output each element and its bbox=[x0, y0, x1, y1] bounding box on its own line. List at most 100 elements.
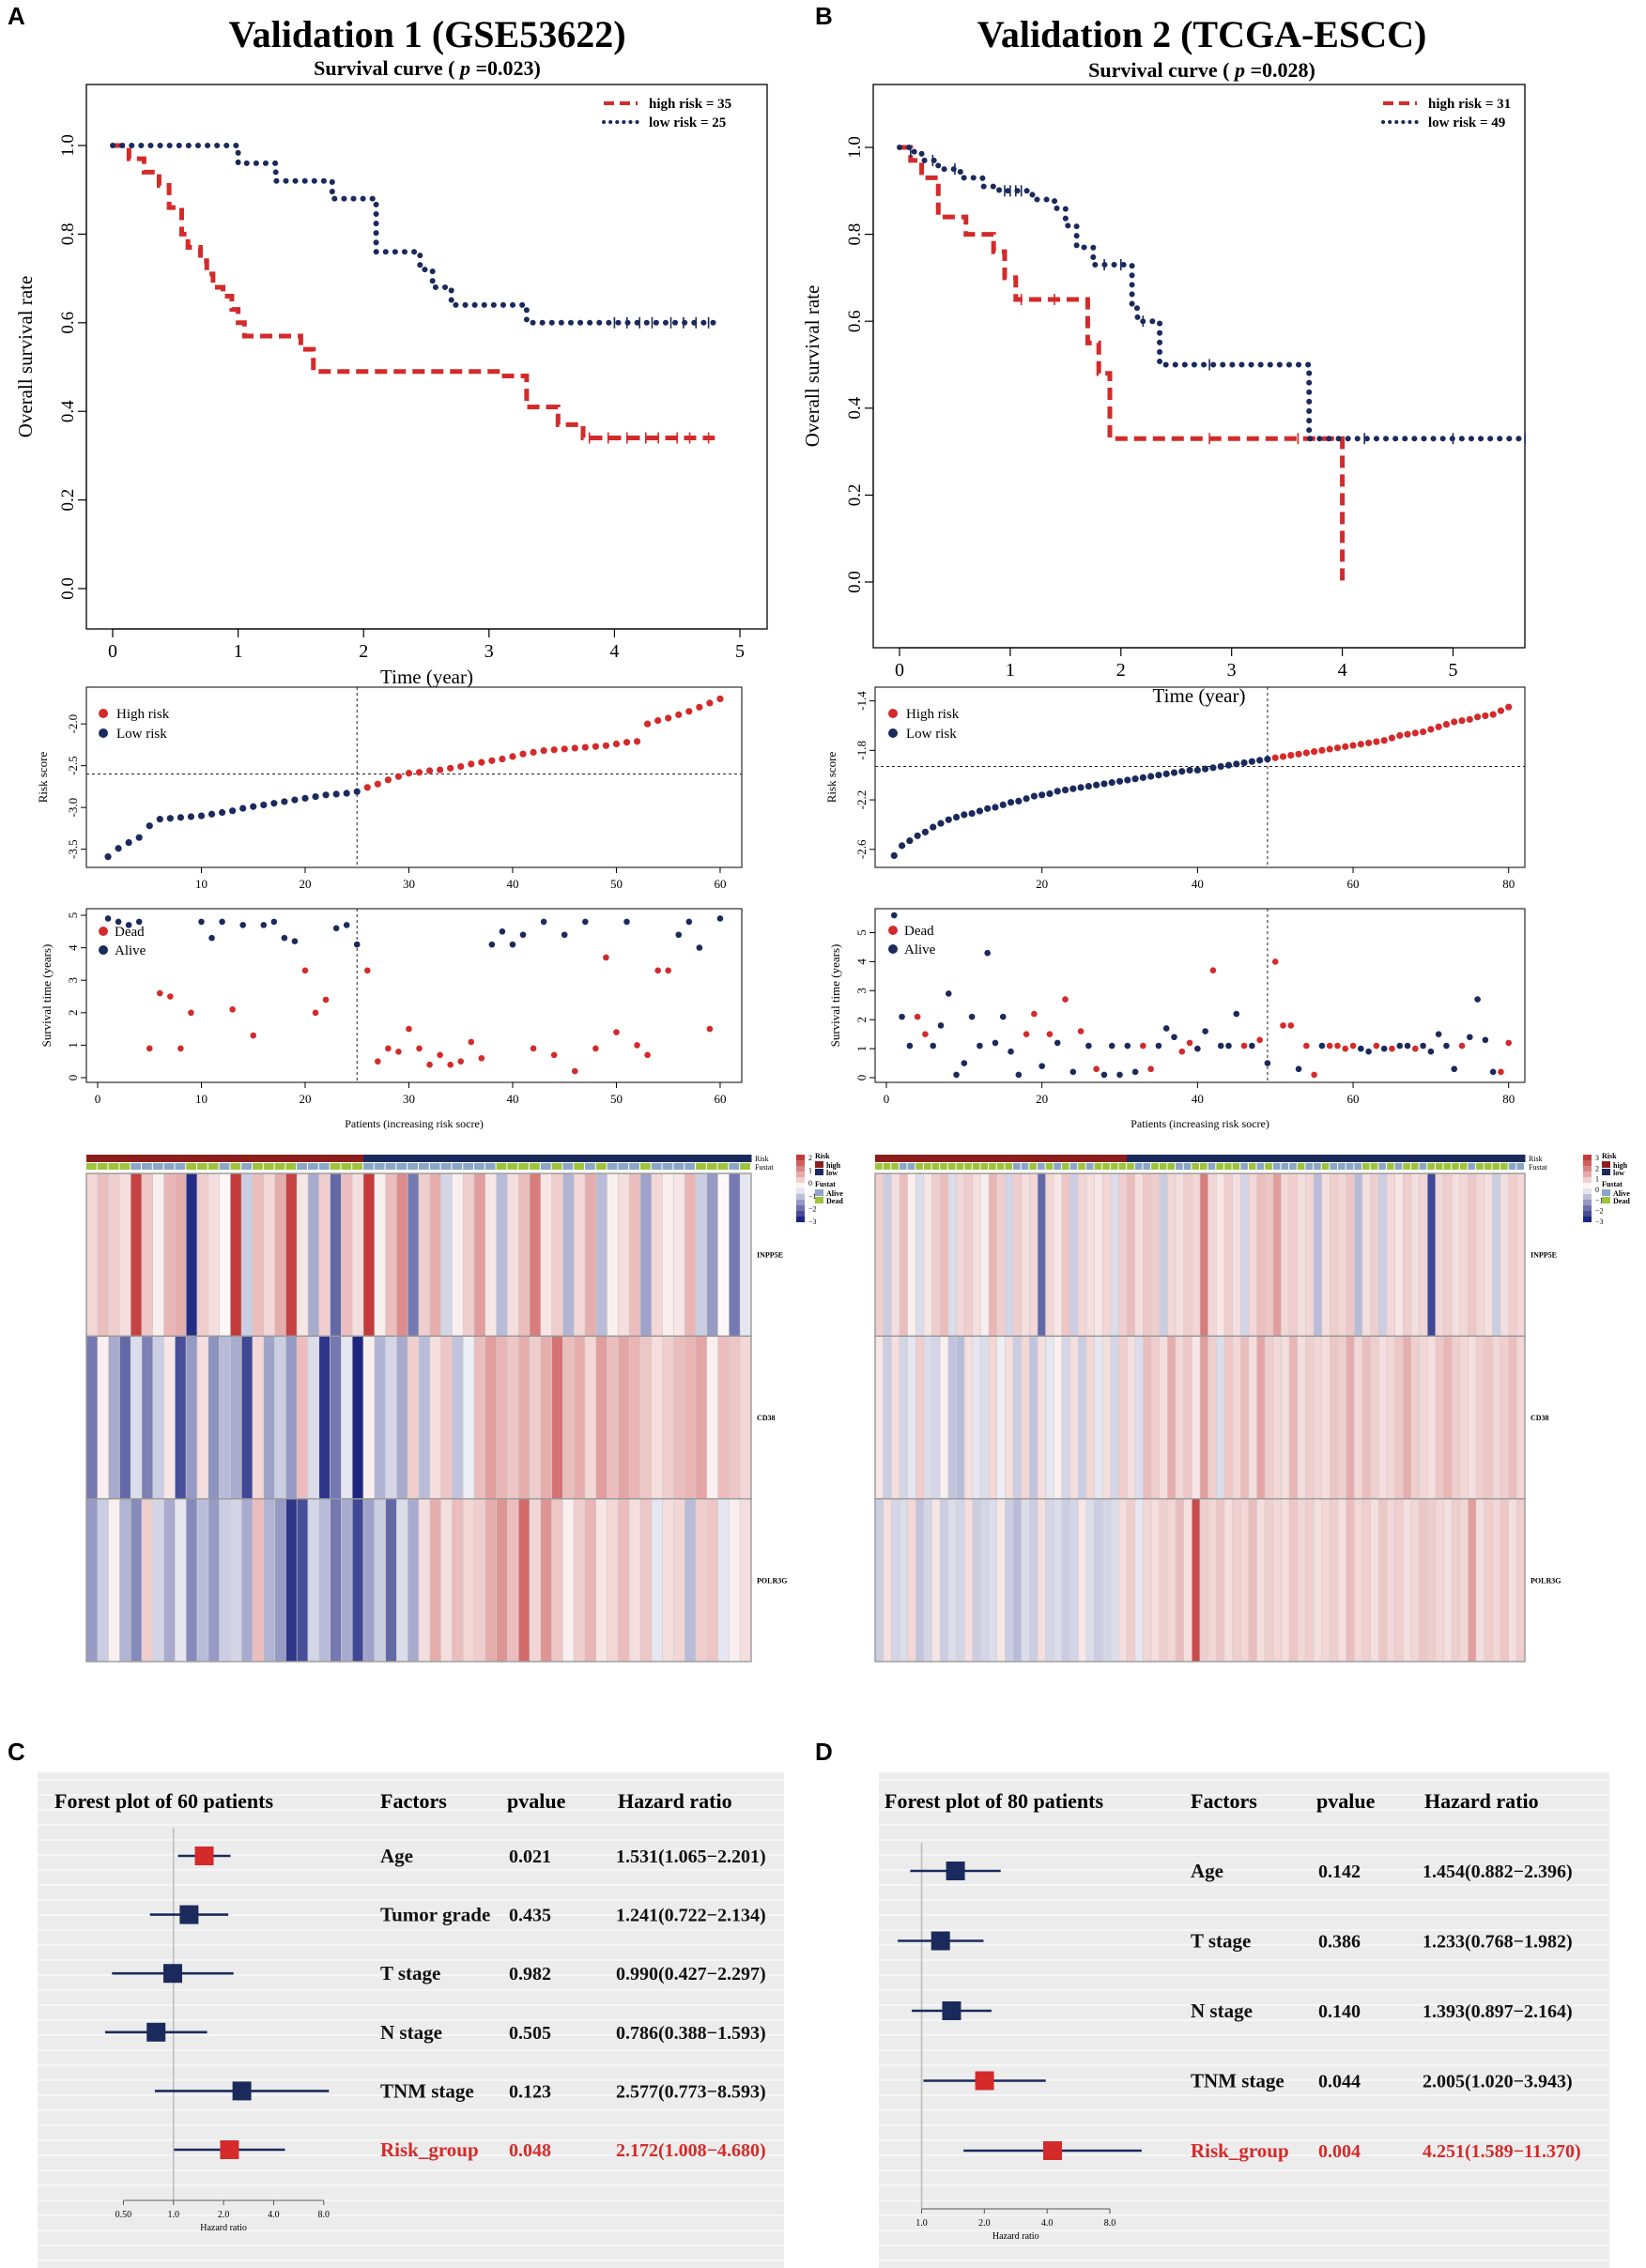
heatmap-cell bbox=[1061, 1498, 1070, 1663]
risk-annotation-cell bbox=[651, 1155, 664, 1162]
status-point-dead bbox=[167, 993, 174, 1000]
risk-annotation-cell bbox=[186, 1155, 198, 1162]
risk-point-low bbox=[166, 815, 174, 822]
heatmap-cell bbox=[1281, 1172, 1290, 1337]
x-tick-label: 5 bbox=[1448, 660, 1457, 681]
risk-annotation-cell bbox=[363, 1155, 376, 1162]
y-tick-label: 3 bbox=[854, 988, 869, 994]
risk-point-low bbox=[1069, 785, 1077, 792]
risk-annotation-cell bbox=[274, 1155, 286, 1162]
heatmap-cell bbox=[1021, 1336, 1030, 1499]
status-point-alive bbox=[1435, 1031, 1442, 1037]
heatmap-cell bbox=[972, 1336, 981, 1499]
heatmap-cell bbox=[196, 1336, 209, 1499]
risk-annotation-cell bbox=[1054, 1155, 1063, 1162]
status-point-dead bbox=[1287, 1022, 1295, 1029]
x-axis-label: Patients (increasing risk socre) bbox=[345, 1117, 484, 1130]
heatmap-cell bbox=[240, 1498, 254, 1663]
fustat-annotation-cell bbox=[1508, 1163, 1516, 1170]
heatmap-cell bbox=[362, 1336, 376, 1499]
heatmap-cell bbox=[1468, 1498, 1477, 1663]
y-tick-label: 0.0 bbox=[58, 577, 78, 600]
status-point-dead bbox=[530, 1045, 537, 1052]
heatmap-cell bbox=[1143, 1336, 1152, 1499]
risk-annotation-cell bbox=[308, 1155, 320, 1162]
heatmap-cell bbox=[907, 1498, 916, 1663]
heatmap-cell bbox=[196, 1498, 209, 1663]
hazard-ratio-marker bbox=[146, 2022, 166, 2042]
heatmap-cell bbox=[1232, 1336, 1241, 1499]
heatmap-cell bbox=[396, 1172, 408, 1337]
risk-annotation-cell bbox=[352, 1155, 364, 1162]
heatmap-cell bbox=[1094, 1498, 1103, 1663]
risk-point-high bbox=[447, 764, 454, 772]
risk-point-low bbox=[1209, 764, 1217, 772]
risk-point-high bbox=[1427, 726, 1435, 733]
legend-low-risk-dot bbox=[99, 728, 108, 738]
legend-dead-dot bbox=[888, 926, 898, 935]
heatmap-cell bbox=[1361, 1172, 1371, 1337]
risk-point-high bbox=[468, 760, 475, 768]
heatmap-cell bbox=[318, 1498, 331, 1663]
heatmap-cell bbox=[307, 1172, 320, 1337]
heatmap-cell bbox=[374, 1336, 386, 1499]
heatmap-cell bbox=[1150, 1336, 1161, 1499]
fustat-annotation-cell bbox=[562, 1163, 574, 1170]
heatmap-cell bbox=[695, 1498, 708, 1663]
heatmap-cell bbox=[396, 1336, 408, 1499]
heatmap-cell bbox=[152, 1172, 164, 1337]
risk-annotation-cell bbox=[1127, 1155, 1136, 1162]
risk-annotation-cell bbox=[318, 1155, 331, 1162]
fustat-annotation-cell bbox=[1305, 1163, 1314, 1170]
heatmap-cell bbox=[939, 1336, 949, 1499]
status-point-dead bbox=[1303, 1042, 1310, 1050]
x-tick-label: 3 bbox=[1227, 660, 1237, 681]
risk-annotation-cell bbox=[285, 1155, 298, 1162]
heatmap-cell bbox=[1297, 1172, 1306, 1337]
fustat-annotation-cell bbox=[673, 1163, 685, 1170]
status-point-alive bbox=[1008, 1048, 1014, 1055]
hazard-ratio-marker bbox=[942, 2001, 961, 2020]
risk-point-low bbox=[208, 810, 216, 818]
risk-point-low bbox=[961, 811, 968, 819]
heatmap-cell bbox=[1419, 1172, 1428, 1337]
x-tick-label: 10 bbox=[195, 1092, 208, 1106]
heatmap-cell bbox=[551, 1336, 563, 1499]
heatmap-cell bbox=[1256, 1498, 1266, 1663]
heatmap-cell bbox=[263, 1498, 275, 1663]
risk-point-low bbox=[250, 803, 257, 810]
risk-annotation-cell bbox=[1061, 1155, 1071, 1162]
heatmap-cell bbox=[1118, 1498, 1128, 1663]
risk-annotation-cell bbox=[219, 1155, 231, 1162]
heatmap-cell bbox=[1223, 1498, 1233, 1663]
y-tick-label: 0 bbox=[854, 1075, 869, 1081]
heatmap-cell bbox=[1094, 1172, 1103, 1337]
column-header-hazard-ratio: Hazard ratio bbox=[618, 1789, 732, 1813]
risk-point-low bbox=[906, 836, 914, 845]
factor-label: N stage bbox=[1191, 2000, 1253, 2022]
x-tick-label: 60 bbox=[1347, 877, 1360, 891]
heatmap-cell bbox=[462, 1172, 475, 1337]
heatmap-cell bbox=[1264, 1336, 1274, 1499]
status-point-alive bbox=[906, 1042, 914, 1050]
heatmap-cell bbox=[1272, 1172, 1282, 1337]
status-point-alive bbox=[582, 918, 589, 926]
legend-low-risk-dot bbox=[888, 728, 898, 738]
status-point-dead bbox=[654, 967, 661, 974]
risk-annotation-cell bbox=[385, 1155, 397, 1162]
heatmap-cell bbox=[1216, 1172, 1225, 1337]
fustat-annotation-cell bbox=[1183, 1163, 1192, 1170]
heatmap-cell bbox=[1021, 1172, 1030, 1337]
fustat-annotation-cell bbox=[883, 1163, 891, 1170]
pvalue-label: 0.435 bbox=[509, 1906, 551, 1926]
legend-label: High risk bbox=[116, 707, 170, 722]
heatmap-cell bbox=[972, 1172, 981, 1337]
risk-annotation-cell bbox=[607, 1155, 619, 1162]
panel-b-subtitle-suffix: =0.028) bbox=[1245, 58, 1315, 82]
heatmap-cell bbox=[385, 1336, 397, 1499]
risk-annotation-cell bbox=[685, 1155, 697, 1162]
hazard-ratio-label: 1.531(1.065−2.201) bbox=[616, 1847, 766, 1867]
heatmap-cell bbox=[1085, 1172, 1095, 1337]
fustat-annotation-cell bbox=[1354, 1163, 1361, 1170]
risk-annotation-cell bbox=[1272, 1155, 1282, 1162]
